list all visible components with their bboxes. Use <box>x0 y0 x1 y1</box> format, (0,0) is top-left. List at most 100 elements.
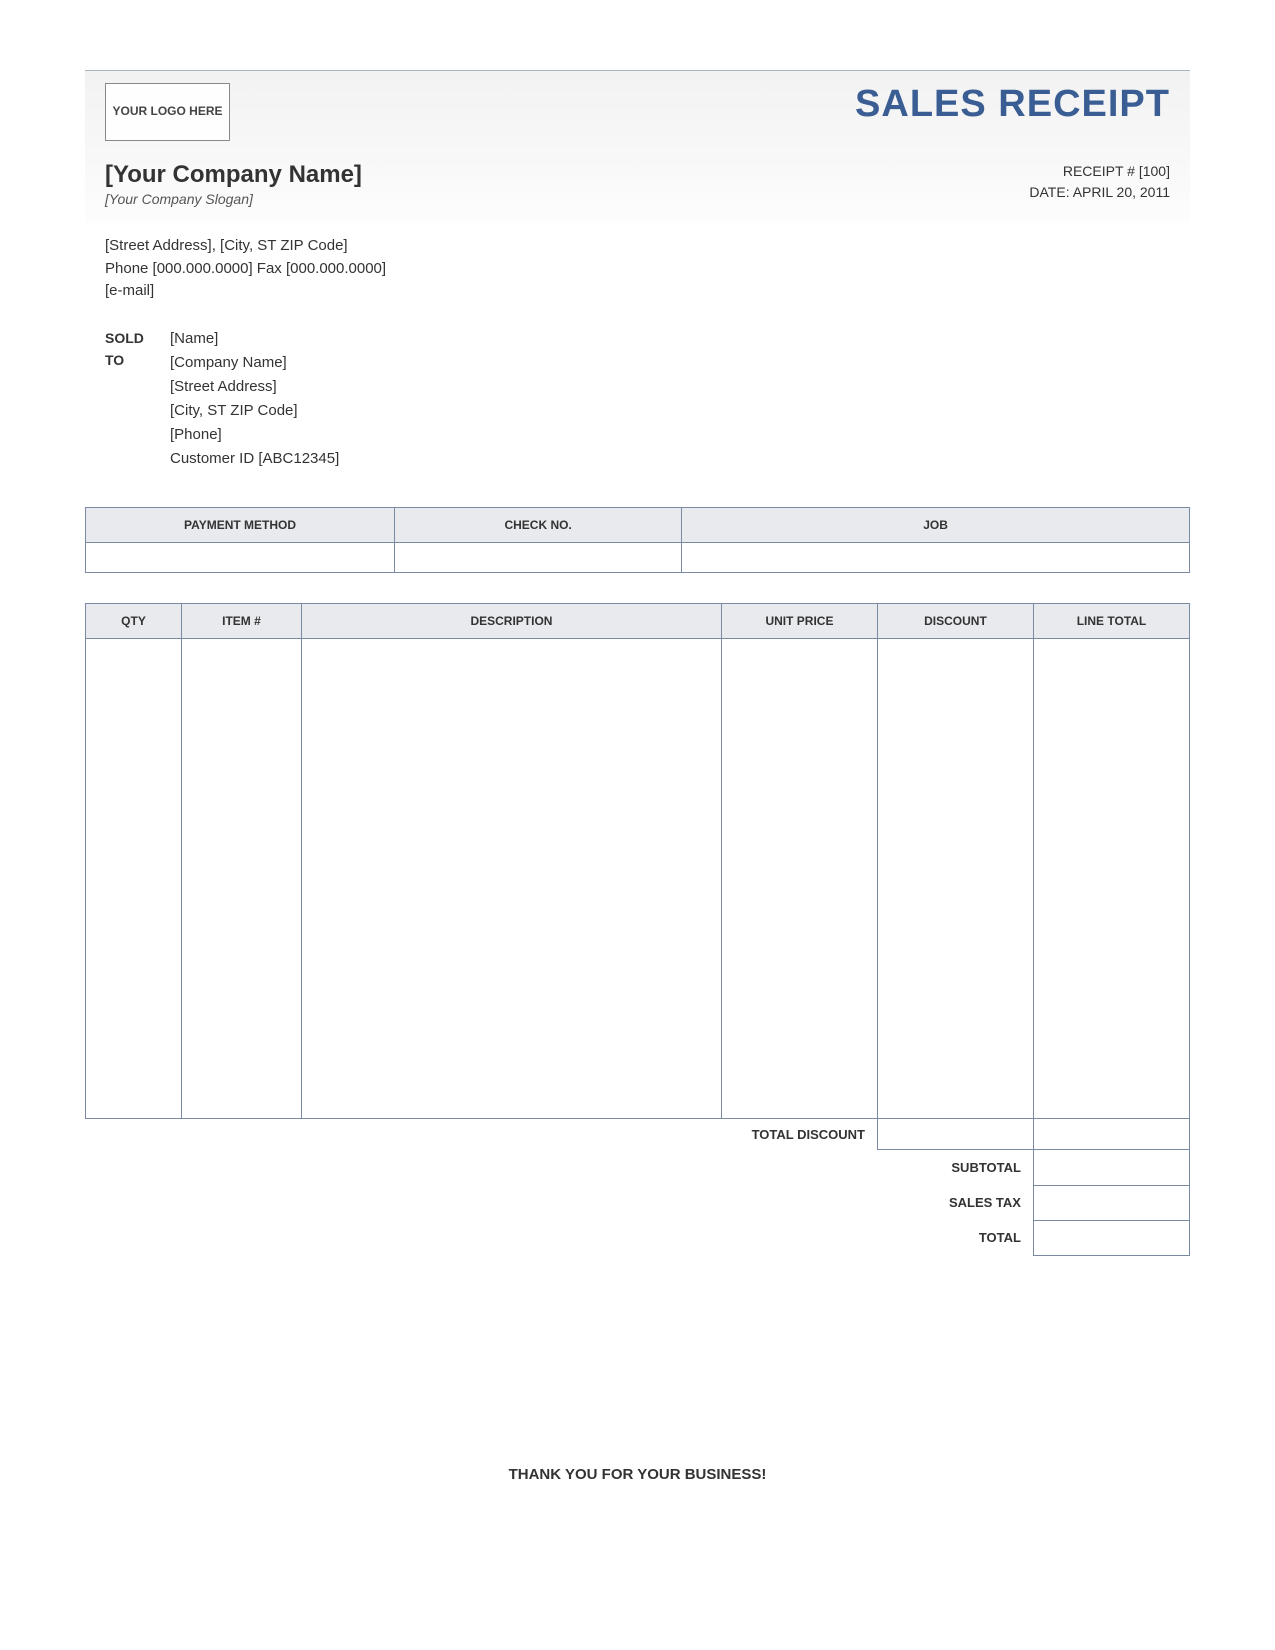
item-cell-disc[interactable] <box>877 782 1033 806</box>
item-cell-total[interactable] <box>1033 902 1189 926</box>
item-cell-desc[interactable] <box>301 638 721 662</box>
item-cell-total[interactable] <box>1033 1070 1189 1094</box>
item-cell-item[interactable] <box>181 902 301 926</box>
item-cell-qty[interactable] <box>86 998 182 1022</box>
item-cell-unit[interactable] <box>721 1022 877 1046</box>
item-cell-qty[interactable] <box>86 1094 182 1118</box>
item-cell-qty[interactable] <box>86 830 182 854</box>
item-cell-disc[interactable] <box>877 830 1033 854</box>
item-cell-desc[interactable] <box>301 950 721 974</box>
item-cell-disc[interactable] <box>877 1046 1033 1070</box>
item-cell-desc[interactable] <box>301 806 721 830</box>
item-cell-total[interactable] <box>1033 710 1189 734</box>
item-cell-unit[interactable] <box>721 1046 877 1070</box>
check-no-cell[interactable] <box>395 542 682 572</box>
item-cell-disc[interactable] <box>877 734 1033 758</box>
item-cell-total[interactable] <box>1033 662 1189 686</box>
payment-method-cell[interactable] <box>86 542 395 572</box>
item-cell-disc[interactable] <box>877 686 1033 710</box>
item-cell-qty[interactable] <box>86 854 182 878</box>
item-cell-desc[interactable] <box>301 974 721 998</box>
item-cell-qty[interactable] <box>86 1022 182 1046</box>
total-discount-value-cell[interactable] <box>1033 1118 1189 1150</box>
item-cell-total[interactable] <box>1033 806 1189 830</box>
item-cell-disc[interactable] <box>877 1094 1033 1118</box>
item-cell-total[interactable] <box>1033 830 1189 854</box>
item-cell-unit[interactable] <box>721 638 877 662</box>
item-cell-unit[interactable] <box>721 782 877 806</box>
item-cell-disc[interactable] <box>877 1070 1033 1094</box>
item-cell-total[interactable] <box>1033 1022 1189 1046</box>
item-cell-item[interactable] <box>181 926 301 950</box>
item-cell-unit[interactable] <box>721 950 877 974</box>
item-cell-item[interactable] <box>181 758 301 782</box>
item-cell-unit[interactable] <box>721 998 877 1022</box>
item-cell-item[interactable] <box>181 878 301 902</box>
item-cell-item[interactable] <box>181 950 301 974</box>
item-cell-item[interactable] <box>181 710 301 734</box>
item-cell-item[interactable] <box>181 974 301 998</box>
item-cell-item[interactable] <box>181 830 301 854</box>
item-cell-item[interactable] <box>181 806 301 830</box>
item-cell-total[interactable] <box>1033 926 1189 950</box>
item-cell-qty[interactable] <box>86 974 182 998</box>
item-cell-unit[interactable] <box>721 1094 877 1118</box>
item-cell-disc[interactable] <box>877 854 1033 878</box>
item-cell-item[interactable] <box>181 998 301 1022</box>
item-cell-total[interactable] <box>1033 878 1189 902</box>
total-discount-discount-cell[interactable] <box>877 1118 1033 1150</box>
item-cell-qty[interactable] <box>86 758 182 782</box>
item-cell-qty[interactable] <box>86 734 182 758</box>
item-cell-qty[interactable] <box>86 662 182 686</box>
item-cell-item[interactable] <box>181 662 301 686</box>
item-cell-desc[interactable] <box>301 998 721 1022</box>
item-cell-item[interactable] <box>181 638 301 662</box>
item-cell-qty[interactable] <box>86 638 182 662</box>
item-cell-qty[interactable] <box>86 686 182 710</box>
item-cell-qty[interactable] <box>86 782 182 806</box>
item-cell-total[interactable] <box>1033 782 1189 806</box>
item-cell-item[interactable] <box>181 854 301 878</box>
item-cell-disc[interactable] <box>877 662 1033 686</box>
item-cell-unit[interactable] <box>721 974 877 998</box>
item-cell-item[interactable] <box>181 1070 301 1094</box>
item-cell-qty[interactable] <box>86 902 182 926</box>
item-cell-disc[interactable] <box>877 974 1033 998</box>
item-cell-desc[interactable] <box>301 686 721 710</box>
item-cell-unit[interactable] <box>721 758 877 782</box>
item-cell-unit[interactable] <box>721 806 877 830</box>
item-cell-desc[interactable] <box>301 854 721 878</box>
item-cell-qty[interactable] <box>86 950 182 974</box>
item-cell-desc[interactable] <box>301 1022 721 1046</box>
item-cell-item[interactable] <box>181 734 301 758</box>
item-cell-total[interactable] <box>1033 1094 1189 1118</box>
item-cell-qty[interactable] <box>86 878 182 902</box>
item-cell-item[interactable] <box>181 686 301 710</box>
item-cell-desc[interactable] <box>301 662 721 686</box>
item-cell-total[interactable] <box>1033 1046 1189 1070</box>
total-value-cell[interactable] <box>1033 1220 1189 1255</box>
item-cell-unit[interactable] <box>721 830 877 854</box>
item-cell-desc[interactable] <box>301 782 721 806</box>
item-cell-unit[interactable] <box>721 926 877 950</box>
item-cell-total[interactable] <box>1033 950 1189 974</box>
item-cell-unit[interactable] <box>721 1070 877 1094</box>
item-cell-total[interactable] <box>1033 974 1189 998</box>
item-cell-disc[interactable] <box>877 878 1033 902</box>
item-cell-desc[interactable] <box>301 734 721 758</box>
item-cell-total[interactable] <box>1033 686 1189 710</box>
item-cell-disc[interactable] <box>877 710 1033 734</box>
item-cell-desc[interactable] <box>301 1094 721 1118</box>
item-cell-desc[interactable] <box>301 1070 721 1094</box>
item-cell-total[interactable] <box>1033 998 1189 1022</box>
sales-tax-value-cell[interactable] <box>1033 1185 1189 1220</box>
item-cell-qty[interactable] <box>86 1070 182 1094</box>
item-cell-disc[interactable] <box>877 806 1033 830</box>
item-cell-qty[interactable] <box>86 926 182 950</box>
item-cell-item[interactable] <box>181 782 301 806</box>
item-cell-total[interactable] <box>1033 854 1189 878</box>
item-cell-desc[interactable] <box>301 902 721 926</box>
item-cell-item[interactable] <box>181 1022 301 1046</box>
item-cell-unit[interactable] <box>721 710 877 734</box>
item-cell-total[interactable] <box>1033 638 1189 662</box>
